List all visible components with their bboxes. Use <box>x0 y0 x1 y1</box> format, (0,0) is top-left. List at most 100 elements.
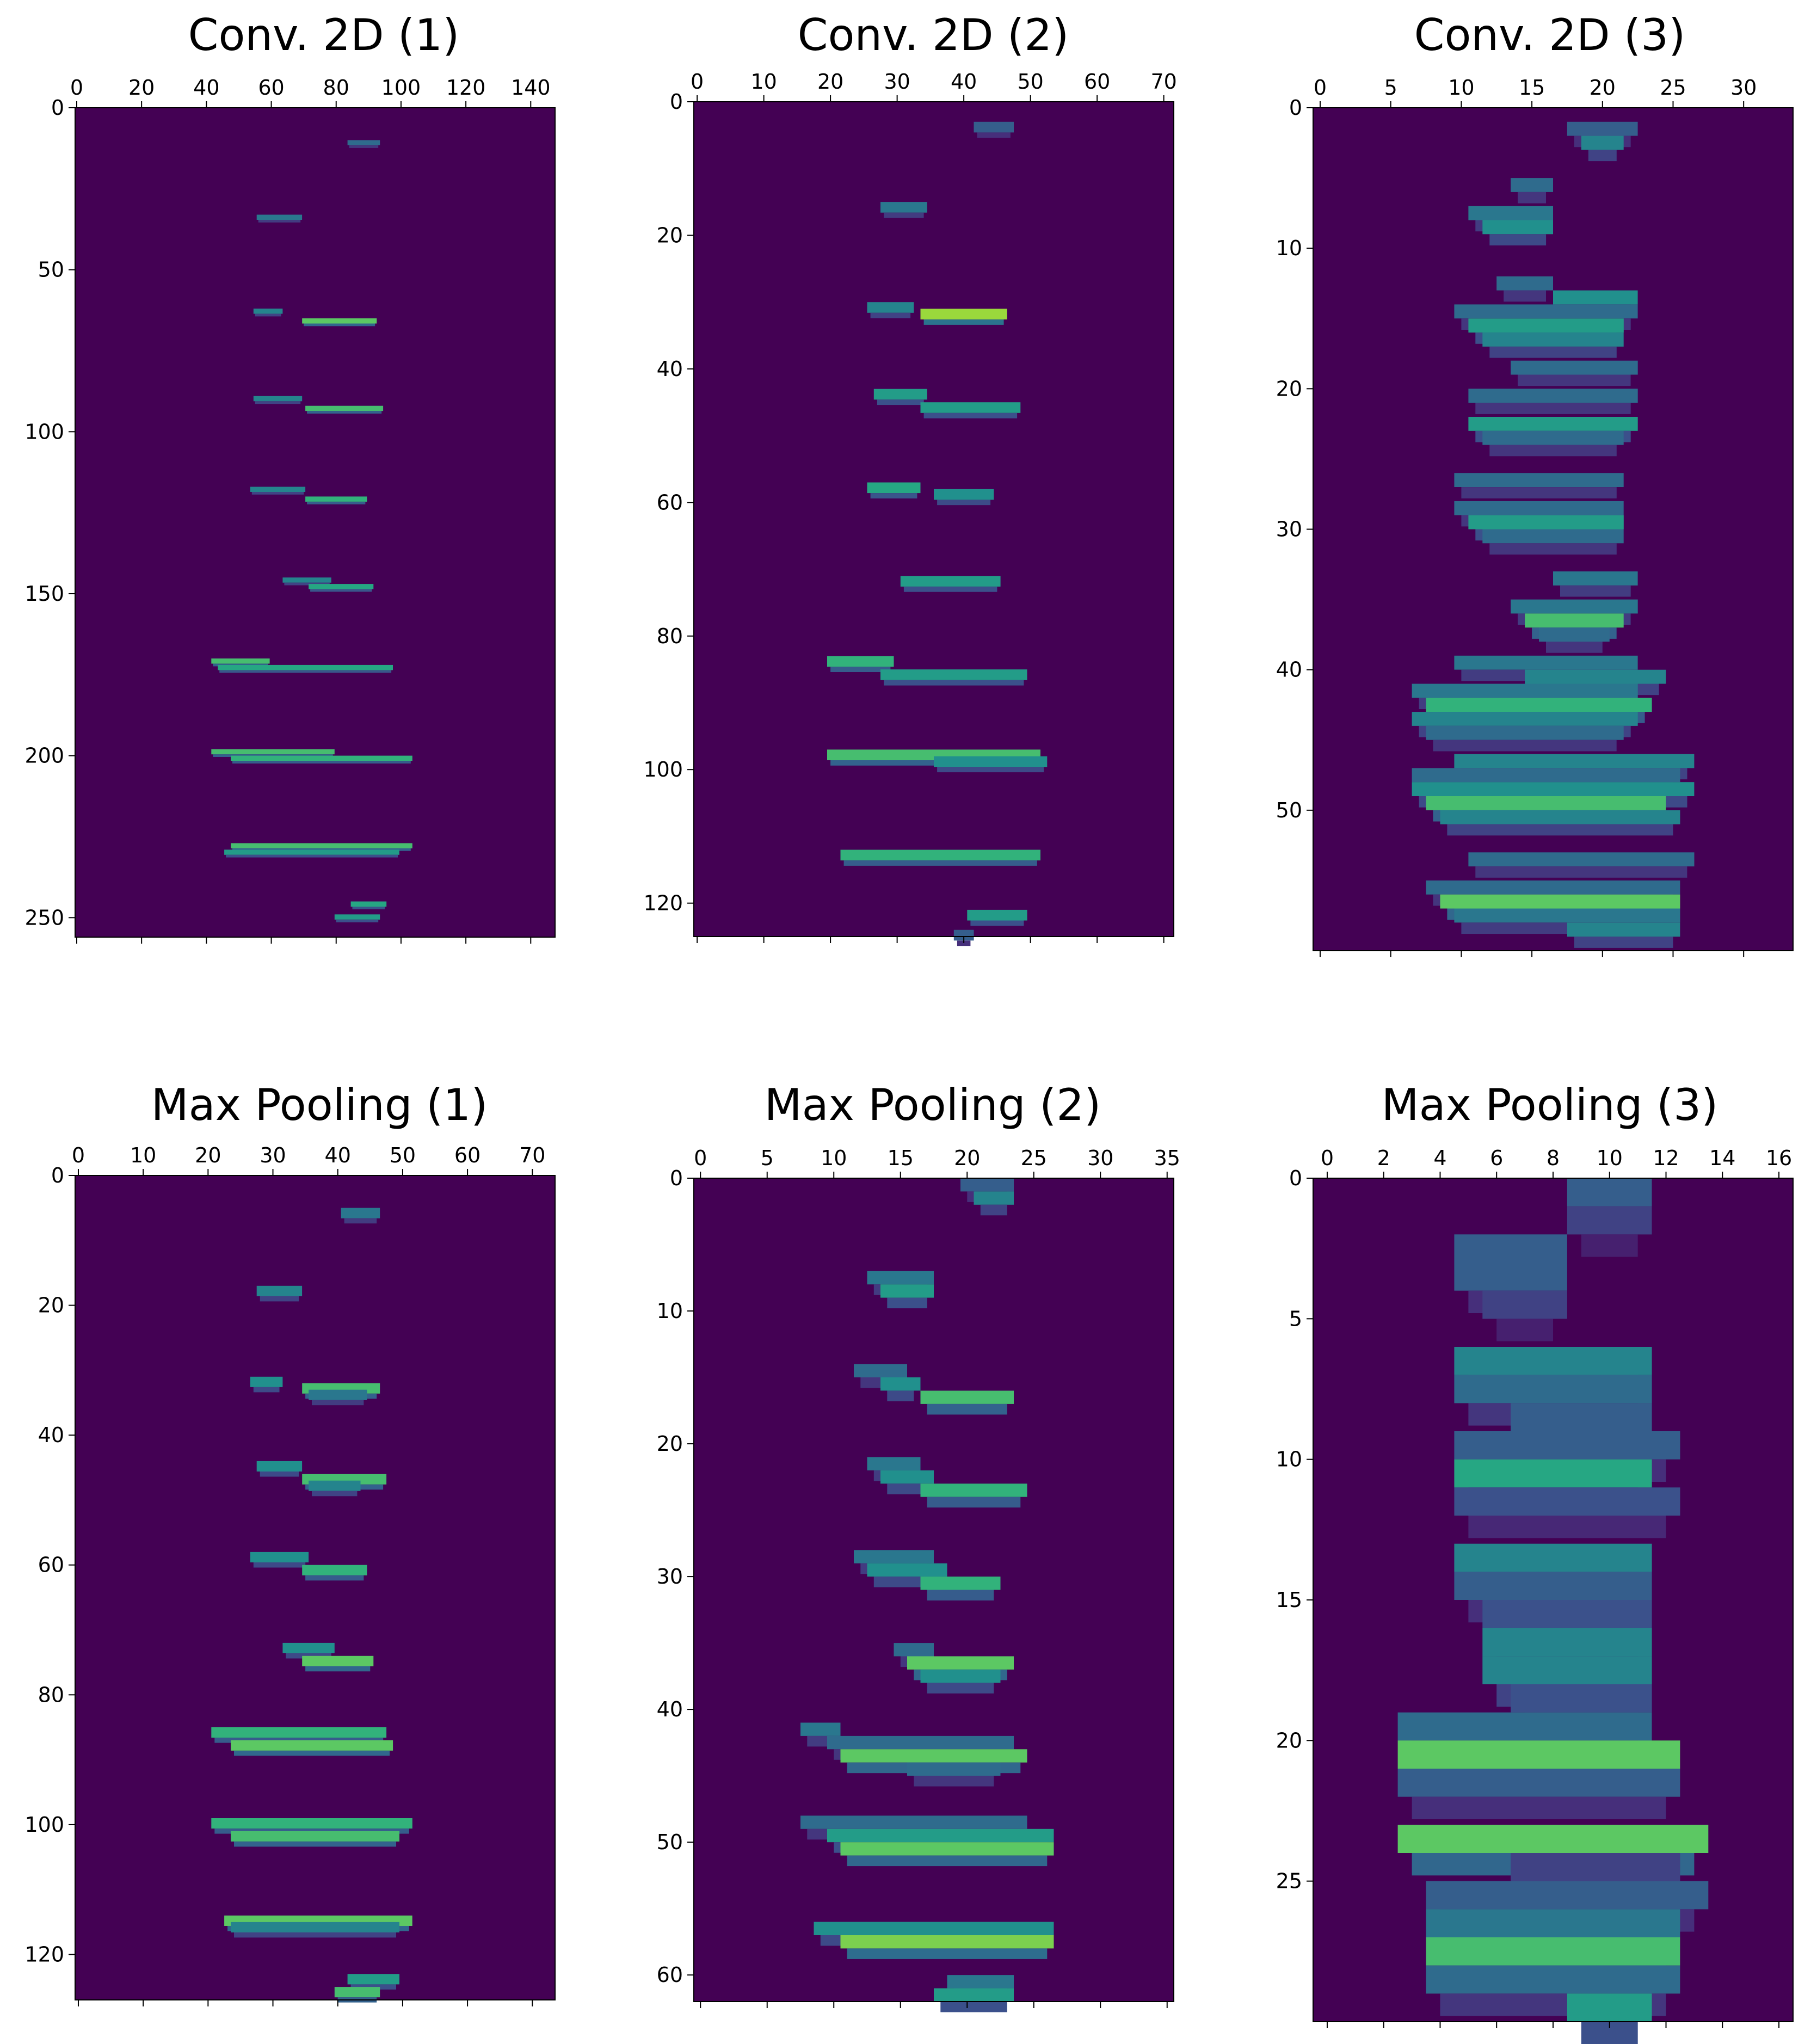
heatmap-cell <box>887 1390 914 1401</box>
x-tick-label: 14 <box>1709 1146 1735 1170</box>
heatmap-cell <box>1454 1572 1652 1600</box>
heatmap-cell <box>286 1653 331 1659</box>
heatmap-cell <box>1440 810 1680 824</box>
heatmap-cell <box>974 1191 1014 1205</box>
heatmap-cell <box>1461 487 1617 498</box>
x-tick-label: 60 <box>258 76 284 100</box>
heatmap-cell <box>258 220 301 223</box>
y-tick-label: 25 <box>1276 1869 1302 1893</box>
y-tick-label: 60 <box>657 490 683 514</box>
heatmap-cell <box>307 501 366 504</box>
heatmap-cell <box>211 1818 412 1829</box>
y-tick-label: 30 <box>1276 518 1302 541</box>
heatmap-cell <box>1426 698 1652 712</box>
heatmap-cell <box>231 755 412 761</box>
panel-conv2d-1: Conv. 2D (1) 0 20 40 60 80 100 120 140 0 50 100 150… <box>24 10 556 944</box>
y-tick-label: 10 <box>1276 236 1302 260</box>
heatmap-cell <box>923 413 1018 418</box>
heatmap-cell <box>907 1762 1001 1776</box>
heatmap-cell <box>250 487 306 492</box>
heatmap-cell <box>1482 1656 1652 1684</box>
heatmap-cell <box>800 1815 1027 1829</box>
heatmap-cell <box>1426 796 1666 810</box>
heatmap-cell <box>1567 1993 1652 2022</box>
heatmap-cell <box>934 1988 1014 2002</box>
heatmap-cell <box>980 1204 1007 1216</box>
x-tick-label: 40 <box>951 70 977 94</box>
heatmap-cell <box>1546 642 1603 653</box>
heatmap-cell <box>870 312 911 318</box>
heatmap-cell <box>920 1577 1001 1590</box>
heatmap-cell <box>309 1389 367 1400</box>
heatmap-cell <box>211 749 335 755</box>
x-tick-label: 25 <box>1021 1146 1047 1170</box>
heatmap-cell <box>903 586 997 592</box>
heatmap-cell <box>1454 1431 1680 1460</box>
heatmap-cell <box>1454 304 1638 319</box>
heatmap-cell <box>934 756 1048 767</box>
heatmap-cell <box>253 309 283 314</box>
heatmap-cell <box>350 901 387 907</box>
heatmap-cell <box>907 1656 1014 1670</box>
heatmap-cell <box>256 214 303 220</box>
heatmap-cell <box>256 1461 303 1472</box>
y-tick-label: 100 <box>24 420 64 444</box>
x-tick-label: 0 <box>1314 76 1327 100</box>
heatmap-cell <box>211 658 270 664</box>
x-tick-label: 5 <box>761 1146 774 1170</box>
heatmap-cell <box>800 1722 841 1736</box>
heatmap-cell <box>840 1935 1054 1949</box>
heatmap-cells <box>1412 121 1695 948</box>
heatmap-cell <box>854 1364 907 1377</box>
heatmap-background <box>694 102 1174 937</box>
heatmap-cell <box>304 323 375 327</box>
x-tick-label: 8 <box>1547 1146 1560 1170</box>
heatmap-cell <box>920 309 1007 319</box>
heatmap-cells <box>1397 1178 1709 2044</box>
panel-title: Max Pooling (3) <box>1382 1080 1718 1130</box>
x-tick-label: 20 <box>128 76 155 100</box>
x-tick-label: 35 <box>1154 1146 1180 1170</box>
heatmap-cell <box>1489 543 1617 555</box>
heatmap-cell <box>1539 627 1610 642</box>
x-tick-label: 10 <box>130 1143 156 1167</box>
heatmap-cell <box>974 121 1014 133</box>
heatmap-cell <box>920 402 1021 413</box>
heatmap-cell <box>226 854 398 858</box>
heatmap-cell <box>880 1284 934 1298</box>
heatmap-cell <box>1412 712 1638 726</box>
x-tick-label: 140 <box>511 76 551 100</box>
heatmap-cell <box>341 1208 380 1218</box>
heatmap-cell <box>1426 725 1624 740</box>
heatmap-cell <box>934 489 994 500</box>
heatmap-cell <box>253 396 303 402</box>
heatmap-cell <box>1553 290 1638 305</box>
heatmap-cell <box>1454 655 1638 670</box>
heatmap-cell <box>1581 136 1624 150</box>
y-tick-label: 20 <box>1276 1728 1302 1752</box>
heatmap-cell <box>349 145 379 148</box>
heatmap-cell <box>877 399 924 405</box>
heatmap-cell <box>830 667 891 672</box>
x-tick-label: 25 <box>1660 76 1686 100</box>
heatmap-cell <box>960 1178 1014 1192</box>
heatmap-cell <box>1397 1712 1652 1741</box>
heatmap-cell <box>1447 824 1673 836</box>
heatmap-cell <box>1412 1796 1666 1819</box>
heatmap-cell <box>1412 782 1695 796</box>
x-tick-label: 70 <box>519 1143 545 1167</box>
heatmap-cell <box>255 401 301 404</box>
heatmap-cell <box>887 1483 927 1494</box>
heatmap-cell <box>305 1575 364 1581</box>
y-tick-label: 40 <box>657 1697 683 1721</box>
heatmap-cell <box>305 405 384 411</box>
heatmap-cell <box>334 914 380 920</box>
x-tick-label: 30 <box>260 1143 286 1167</box>
panel-title: Max Pooling (2) <box>765 1080 1101 1130</box>
x-tick-label: 70 <box>1150 70 1176 94</box>
heatmap-cell <box>867 1271 934 1285</box>
y-tick-label: 0 <box>1289 96 1302 120</box>
heatmap-cell <box>1496 276 1553 291</box>
y-tick-label: 20 <box>38 1294 64 1317</box>
y-tick-label: 150 <box>24 582 64 606</box>
